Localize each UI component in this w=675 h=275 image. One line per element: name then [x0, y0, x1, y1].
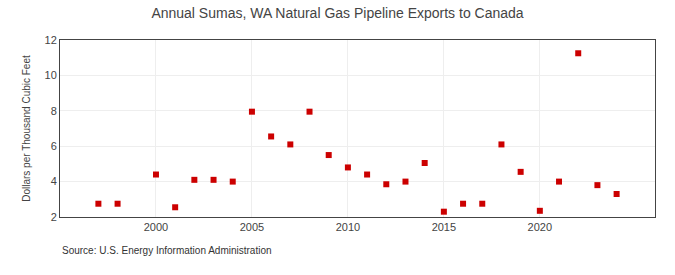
svg-text:2020: 2020	[528, 221, 552, 233]
svg-text:8: 8	[51, 105, 57, 117]
svg-text:2015: 2015	[432, 221, 456, 233]
svg-text:2000: 2000	[144, 221, 168, 233]
svg-text:4: 4	[51, 175, 57, 187]
svg-text:2: 2	[51, 211, 57, 223]
svg-text:2005: 2005	[240, 221, 264, 233]
svg-text:12: 12	[45, 34, 57, 46]
svg-text:6: 6	[51, 140, 57, 152]
svg-text:Dollars per Thousand Cubic Fee: Dollars per Thousand Cubic Feet	[21, 55, 32, 202]
svg-text:Source: U.S. Energy Informatio: Source: U.S. Energy Information Administ…	[62, 245, 272, 256]
svg-text:10: 10	[45, 69, 57, 81]
svg-text:Annual Sumas, WA Natural Gas P: Annual Sumas, WA Natural Gas Pipeline Ex…	[151, 5, 523, 21]
svg-text:2010: 2010	[336, 221, 360, 233]
